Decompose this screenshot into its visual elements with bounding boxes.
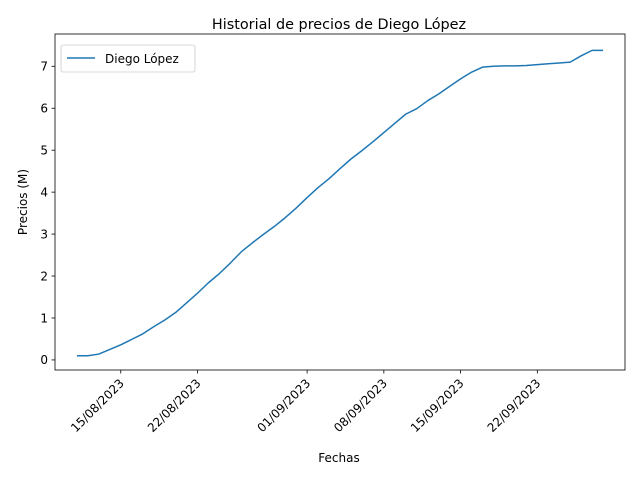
legend-label: Diego López <box>105 52 179 66</box>
x-tick-label: 22/08/2023 <box>145 376 204 435</box>
x-axis-title: Fechas <box>318 451 359 465</box>
y-tick-label: 3 <box>40 227 48 241</box>
plot-area: 0 1 2 3 4 5 6 7 15/08/2023 22/08/2023 01/09/2023 0… <box>40 33 626 435</box>
chart-title: Historial de precios de Diego López <box>212 17 466 33</box>
x-axis: 15/08/2023 22/08/2023 01/09/2023 08/09/2023… <box>68 370 543 435</box>
y-axis: 0 1 2 3 4 5 6 7 <box>40 60 55 367</box>
x-tick-label: 22/09/2023 <box>485 376 544 435</box>
y-tick-label: 1 <box>40 311 48 325</box>
x-tick-label: 01/09/2023 <box>254 376 313 435</box>
plot-frame <box>54 33 626 371</box>
x-tick-label: 08/09/2023 <box>331 376 390 435</box>
legend: Diego López <box>60 44 196 73</box>
y-tick-label: 5 <box>40 143 48 157</box>
y-tick-label: 2 <box>40 269 48 283</box>
series-layer <box>76 49 604 357</box>
y-axis-title: Precios (M) <box>16 169 30 235</box>
legend-box <box>60 44 196 73</box>
x-tick-label: 15/09/2023 <box>408 376 467 435</box>
y-tick-label: 0 <box>40 353 48 367</box>
y-tick-label: 4 <box>40 185 48 199</box>
x-tick-label: 15/08/2023 <box>68 376 127 435</box>
y-tick-label: 7 <box>40 60 48 74</box>
series-line <box>76 49 604 357</box>
y-tick-label: 6 <box>40 102 48 116</box>
